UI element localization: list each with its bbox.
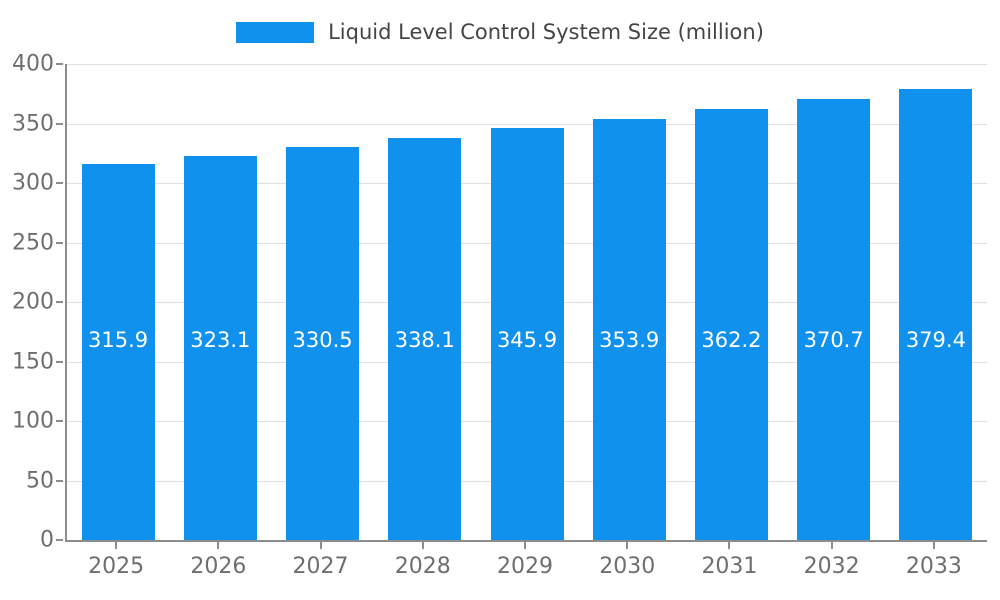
y-axis-tick	[56, 360, 63, 363]
x-axis-tick-label: 2030	[599, 554, 656, 579]
bar-2033: 379.4	[899, 88, 973, 540]
bar-value-label: 323.1	[190, 328, 251, 352]
x-axis-tick	[524, 542, 526, 549]
x-axis-tick	[319, 542, 322, 549]
y-axis-tick	[56, 122, 63, 125]
bar-value-label: 338.1	[394, 328, 455, 352]
x-axis-tick	[728, 542, 731, 549]
bar-2029: 345.9	[490, 128, 564, 540]
x-axis-tick	[626, 542, 629, 549]
x-axis-tick-label: 2027	[292, 554, 349, 579]
x-axis-tick-label: 2026	[190, 554, 247, 579]
x-axis-tick	[830, 542, 833, 549]
y-axis-tick	[56, 420, 63, 422]
bar-value-label: 353.9	[599, 328, 660, 352]
x-axis-tick-label: 2025	[88, 554, 145, 579]
bar-2030: 353.9	[592, 118, 666, 540]
gridline	[67, 123, 987, 125]
y-axis-tick-label: 100	[12, 408, 54, 434]
y-axis-tick	[56, 63, 63, 65]
y-axis-tick-label: 300	[12, 170, 54, 196]
y-axis-tick	[56, 241, 63, 244]
x-axis-tick-label: 2032	[803, 554, 860, 579]
bar-value-label: 315.9	[88, 328, 149, 352]
bar-value-label: 345.9	[496, 328, 558, 352]
gridline	[67, 64, 987, 65]
x-axis-tick-label: 2031	[701, 554, 758, 579]
chart-legend: Liquid Level Control System Size (millio…	[0, 18, 1000, 46]
y-axis-tick	[56, 182, 63, 184]
y-axis-tick-label: 0	[40, 527, 54, 553]
bar-2026: 323.1	[183, 155, 257, 540]
legend-series-label: Liquid Level Control System Size (millio…	[328, 20, 764, 44]
bar-2032: 370.7	[797, 98, 871, 540]
y-axis-tick-label: 250	[12, 230, 54, 255]
y-axis-tick-label: 350	[12, 111, 54, 136]
x-axis-tick	[217, 542, 220, 549]
y-axis-tick	[56, 301, 63, 303]
bar-2027: 330.5	[286, 146, 360, 540]
bar-2025: 315.9	[81, 164, 155, 540]
y-axis-tick-label: 200	[12, 289, 54, 315]
x-axis-tick-label: 2028	[394, 554, 451, 579]
bar-value-label: 330.5	[292, 328, 353, 352]
legend-color-swatch	[236, 21, 315, 43]
y-axis-tick	[56, 479, 63, 482]
x-axis-tick	[932, 542, 935, 549]
x-axis-tick-label: 2033	[905, 554, 962, 579]
y-axis-tick-label: 400	[12, 51, 54, 77]
bar-2031: 362.2	[694, 108, 768, 540]
bar-value-label: 370.7	[803, 328, 864, 352]
plot-area: 315.9 323.1 330.5 338.1 345.9 353.9 362.2 370.7…	[65, 64, 987, 542]
x-axis-tick	[115, 542, 118, 549]
bar-value-label: 379.4	[905, 328, 966, 352]
bar-value-label: 362.2	[701, 328, 762, 352]
y-axis-tick	[56, 539, 63, 541]
x-axis-tick-label: 2029	[497, 554, 553, 579]
bar-2028: 338.1	[388, 137, 462, 540]
y-axis-tick-label: 50	[26, 468, 54, 493]
x-axis-tick	[421, 542, 424, 549]
y-axis-tick-label: 150	[12, 349, 54, 374]
